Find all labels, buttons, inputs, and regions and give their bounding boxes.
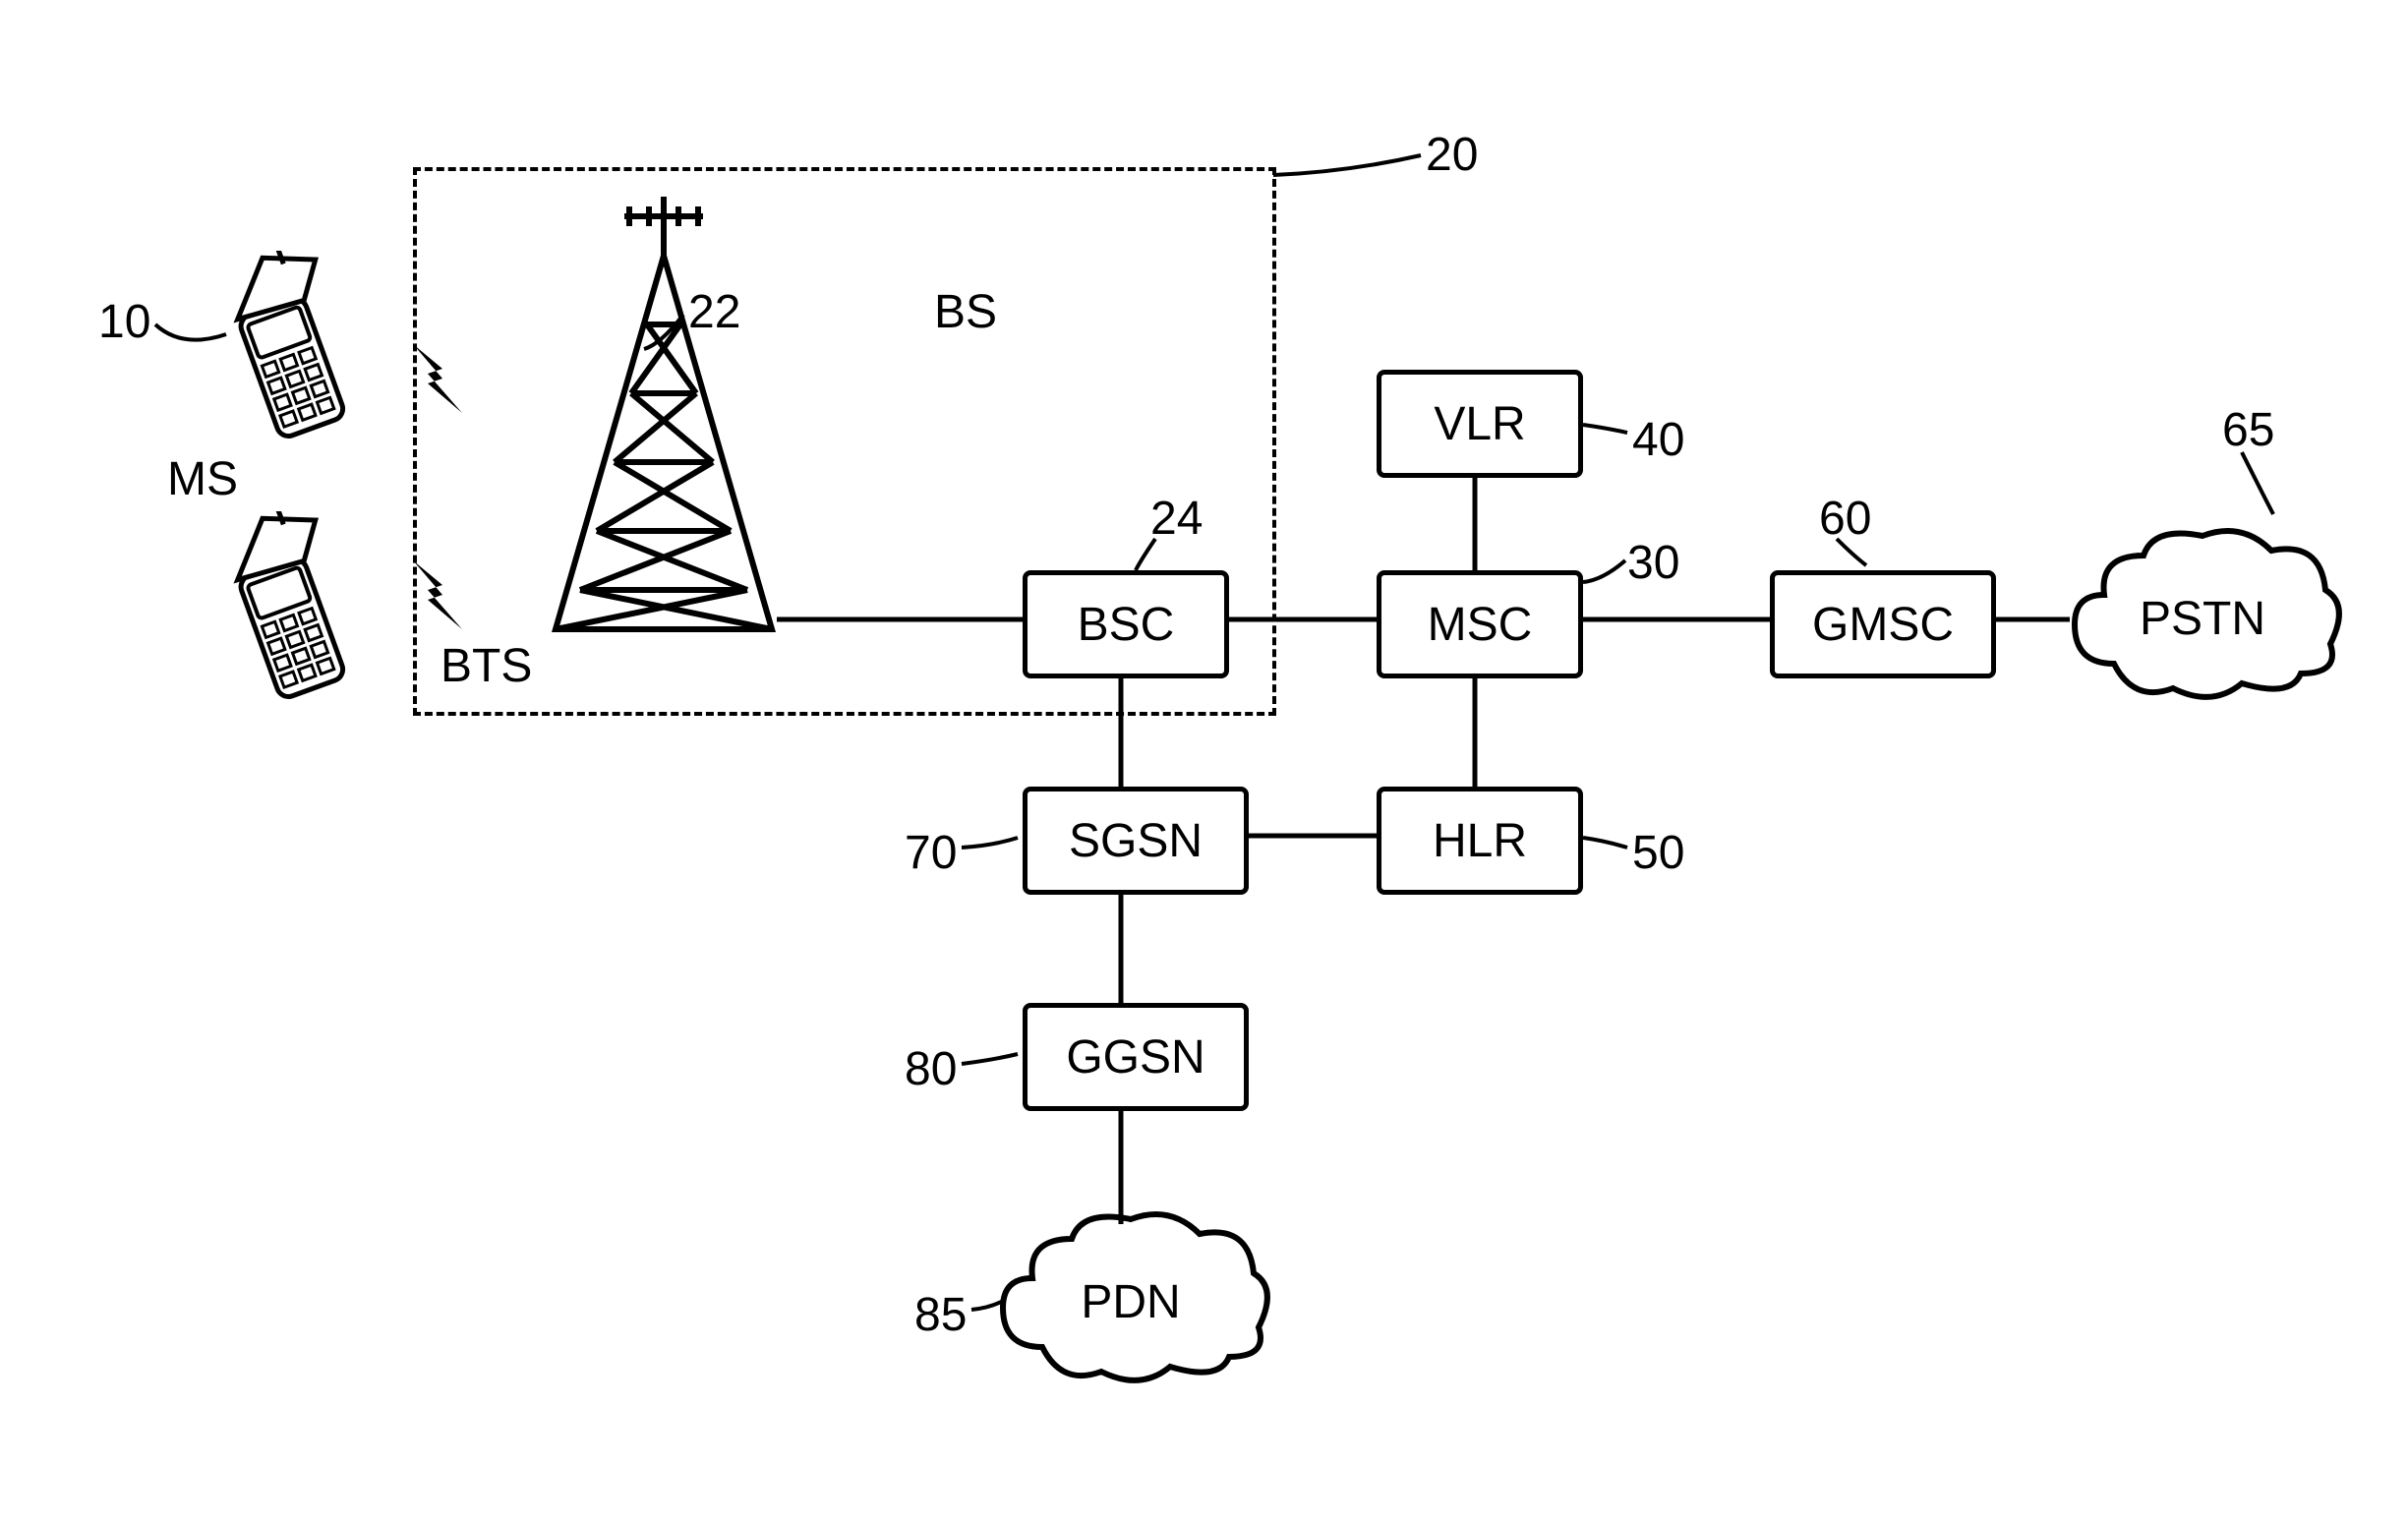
ref-50: 50 (1632, 826, 1684, 880)
gmsc-box: GMSC (1770, 570, 1996, 678)
pstn-text: PSTN (2140, 593, 2265, 645)
pdn-cloud: PDN (983, 1200, 1278, 1396)
vlr-label: VLR (1434, 397, 1525, 451)
ref-24: 24 (1150, 492, 1203, 546)
ref-40: 40 (1632, 413, 1684, 467)
msc-box: MSC (1377, 570, 1583, 678)
ggsn-box: GGSN (1023, 1003, 1249, 1111)
ref-70: 70 (905, 826, 957, 880)
hlr-label: HLR (1433, 814, 1527, 868)
ms-phone-1-icon (197, 251, 374, 447)
hlr-box: HLR (1377, 787, 1583, 895)
bsc-label: BSC (1078, 598, 1175, 652)
ms-phone-2-icon (197, 511, 374, 708)
radio-link-1-icon (393, 334, 482, 423)
ms-label: MS (167, 452, 238, 506)
ref-30: 30 (1627, 536, 1679, 590)
ref-60: 60 (1819, 492, 1871, 546)
ref-10: 10 (98, 295, 150, 349)
ref-80: 80 (905, 1042, 957, 1096)
radio-link-2-icon (393, 551, 482, 639)
bts-label: BTS (440, 639, 532, 693)
sgsn-label: SGSN (1069, 814, 1203, 868)
ref-20: 20 (1426, 128, 1478, 182)
gmsc-label: GMSC (1812, 598, 1954, 652)
pstn-cloud: PSTN (2055, 516, 2350, 713)
msc-label: MSC (1428, 598, 1533, 652)
ref-65: 65 (2222, 403, 2274, 457)
pdn-text: PDN (1081, 1276, 1180, 1328)
vlr-box: VLR (1377, 370, 1583, 478)
ref-85: 85 (914, 1288, 967, 1342)
bs-label: BS (934, 285, 997, 339)
bsc-box: BSC (1023, 570, 1229, 678)
bts-tower-icon (536, 197, 792, 649)
ggsn-label: GGSN (1066, 1030, 1204, 1084)
sgsn-box: SGSN (1023, 787, 1249, 895)
